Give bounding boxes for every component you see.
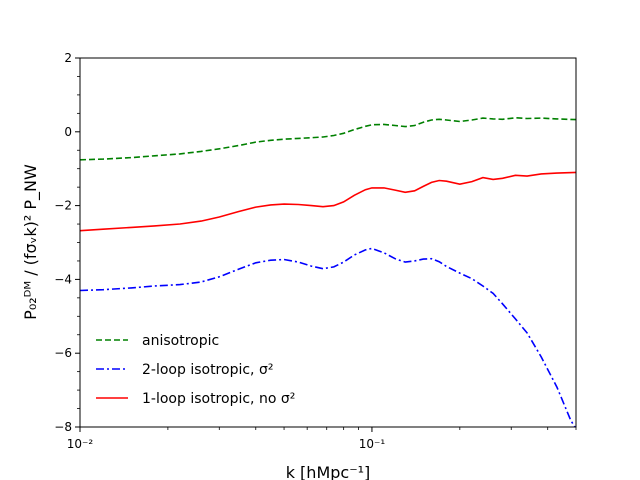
y-axis-label: P₀₂ᴰᴹ / (fσᵥk)² P_NW (21, 164, 41, 320)
series-line-2 (80, 247, 576, 427)
y-tick-label: −8 (54, 420, 72, 434)
y-tick-label: −4 (54, 272, 72, 286)
y-tick-label: 0 (64, 125, 72, 139)
legend-label-1: anisotropic (142, 333, 219, 349)
x-tick-label: 10⁻² (67, 437, 94, 451)
x-axis-label: k [hMpc⁻¹] (286, 463, 371, 480)
x-tick-label: 10⁻¹ (359, 437, 386, 451)
y-tick-label: 2 (64, 51, 72, 65)
x-axis: 10⁻² 10⁻¹ (67, 427, 577, 451)
y-tick-label: −6 (54, 346, 72, 360)
legend: anisotropic 2-loop isotropic, σ² 1-loop is… (96, 333, 295, 407)
series-line-3 (80, 171, 576, 232)
legend-label-3: 1-loop isotropic, no σ² (142, 391, 295, 407)
y-axis: −8 −6 −4 −2 0 2 (54, 51, 80, 434)
y-tick-label: −2 (54, 199, 72, 213)
legend-label-2: 2-loop isotropic, σ² (142, 362, 273, 378)
series-line-1 (80, 116, 576, 161)
plot-lines (80, 116, 576, 427)
